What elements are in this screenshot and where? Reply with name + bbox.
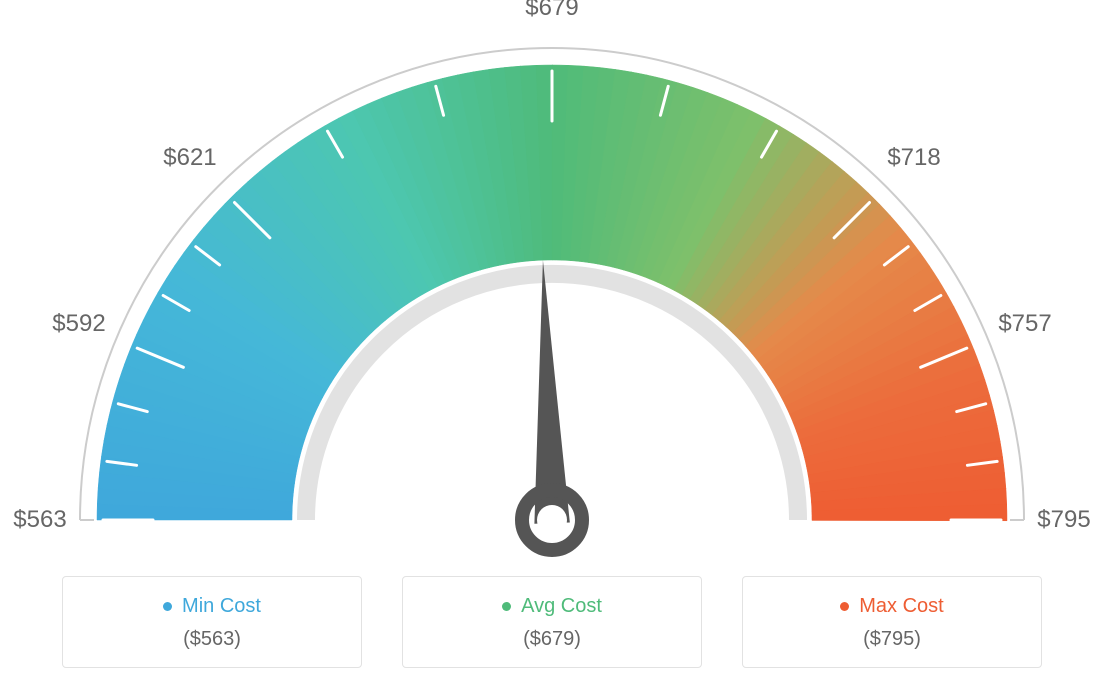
gauge-tick-label: $592 xyxy=(52,310,105,338)
gauge-tick-label: $718 xyxy=(887,144,940,172)
cost-gauge: $563 $592 $621 $679 $718 $757 $795 xyxy=(0,0,1104,560)
legend-title-text: Avg Cost xyxy=(521,595,602,618)
legend-card-avg: Avg Cost ($679) xyxy=(402,576,702,668)
legend-card-min: Min Cost ($563) xyxy=(62,576,362,668)
gauge-tick-label: $563 xyxy=(13,506,66,534)
legend-title-text: Min Cost xyxy=(182,595,261,618)
legend-title-min: Min Cost xyxy=(163,595,261,618)
legend-value-min: ($563) xyxy=(73,628,351,651)
gauge-tick-label: $795 xyxy=(1037,506,1090,534)
legend-card-max: Max Cost ($795) xyxy=(742,576,1042,668)
legend-title-max: Max Cost xyxy=(840,595,943,618)
dot-icon xyxy=(163,602,172,611)
legend-value-avg: ($679) xyxy=(413,628,691,651)
dot-icon xyxy=(502,602,511,611)
gauge-tick-label: $679 xyxy=(525,0,578,22)
legend-value-max: ($795) xyxy=(753,628,1031,651)
gauge-tick-label: $757 xyxy=(998,310,1051,338)
legend-title-text: Max Cost xyxy=(859,595,943,618)
dot-icon xyxy=(840,602,849,611)
legend-title-avg: Avg Cost xyxy=(502,595,602,618)
gauge-tick-label: $621 xyxy=(163,144,216,172)
legend-row: Min Cost ($563) Avg Cost ($679) Max Cost… xyxy=(0,576,1104,668)
gauge-svg xyxy=(0,0,1104,560)
